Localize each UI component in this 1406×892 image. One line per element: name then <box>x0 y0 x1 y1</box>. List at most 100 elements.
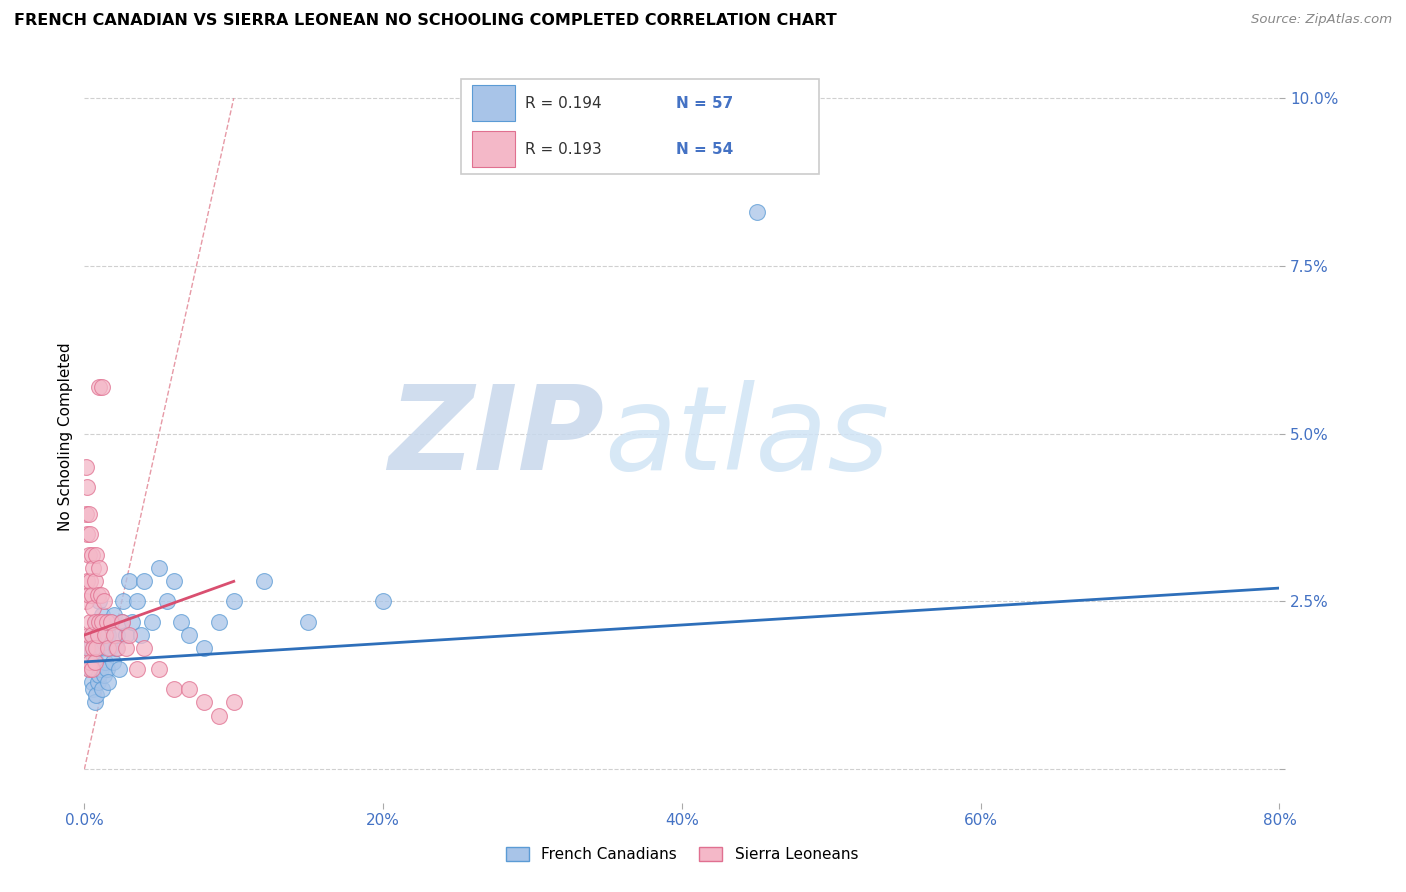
Point <box>97 641 120 656</box>
Point <box>115 641 138 656</box>
Point <box>83 615 105 629</box>
Point <box>75 508 97 522</box>
Point <box>79 574 101 589</box>
Point <box>90 628 112 642</box>
Point <box>90 662 112 676</box>
Point <box>86 655 108 669</box>
Point <box>193 695 215 709</box>
Point <box>222 695 245 709</box>
Point <box>111 615 134 629</box>
Point <box>104 641 127 656</box>
Point <box>89 615 111 629</box>
Point <box>82 681 104 696</box>
Point <box>141 615 163 629</box>
Point <box>94 628 117 642</box>
Point <box>97 628 120 642</box>
Point <box>91 380 114 394</box>
Point <box>89 561 111 575</box>
Legend: French Canadians, Sierra Leoneans: French Canadians, Sierra Leoneans <box>499 841 865 868</box>
Point <box>105 628 128 642</box>
Point <box>86 615 108 629</box>
Point <box>75 594 97 608</box>
Point <box>112 594 135 608</box>
Point <box>125 662 148 676</box>
Point <box>125 594 148 608</box>
Point <box>100 615 122 629</box>
Point <box>93 634 115 648</box>
Point <box>89 634 111 648</box>
Point <box>371 594 394 608</box>
Point <box>148 662 170 676</box>
Point <box>87 628 110 642</box>
Point <box>79 662 101 676</box>
Point <box>91 681 114 696</box>
Point <box>83 634 105 648</box>
Point <box>87 588 110 602</box>
Point <box>91 641 114 656</box>
Point <box>94 655 117 669</box>
Point <box>111 615 134 629</box>
Text: FRENCH CANADIAN VS SIERRA LEONEAN NO SCHOOLING COMPLETED CORRELATION CHART: FRENCH CANADIAN VS SIERRA LEONEAN NO SCH… <box>14 13 837 29</box>
Point <box>86 689 108 703</box>
Point <box>148 561 170 575</box>
Point <box>76 527 98 541</box>
Text: ZIP: ZIP <box>388 380 605 494</box>
Point <box>76 574 98 589</box>
Point <box>208 615 231 629</box>
Point <box>132 574 156 589</box>
Point <box>253 574 276 589</box>
Point <box>98 641 121 656</box>
Point <box>77 548 100 562</box>
Point <box>177 628 200 642</box>
Text: atlas: atlas <box>605 380 889 494</box>
Point <box>129 628 152 642</box>
Point <box>97 675 120 690</box>
Point <box>87 641 110 656</box>
Point <box>80 548 103 562</box>
Point <box>118 628 141 642</box>
Point <box>121 615 143 629</box>
Point <box>163 574 186 589</box>
Point <box>79 655 101 669</box>
Point <box>100 615 122 629</box>
Point <box>83 655 105 669</box>
Point <box>89 380 111 394</box>
Point <box>297 615 319 629</box>
Point <box>82 641 104 656</box>
Point <box>222 594 245 608</box>
Point <box>91 607 114 622</box>
Point <box>91 615 114 629</box>
Point <box>80 662 103 676</box>
Point <box>103 607 125 622</box>
Point <box>87 675 110 690</box>
Point <box>745 205 768 219</box>
Point <box>82 601 104 615</box>
Point <box>83 695 105 709</box>
Point <box>80 588 103 602</box>
Point <box>93 594 115 608</box>
Point <box>79 615 101 629</box>
Point <box>163 681 186 696</box>
Point <box>80 628 103 642</box>
Point <box>94 621 117 635</box>
Point <box>115 628 138 642</box>
Point <box>118 574 141 589</box>
Point <box>208 708 231 723</box>
Point <box>103 628 125 642</box>
Point <box>155 594 177 608</box>
Point <box>86 641 108 656</box>
Point <box>77 641 100 656</box>
Point <box>86 548 108 562</box>
Point <box>96 615 118 629</box>
Point <box>77 628 100 642</box>
Point <box>90 588 112 602</box>
Y-axis label: No Schooling Completed: No Schooling Completed <box>58 343 73 532</box>
Point <box>89 594 111 608</box>
Point <box>76 480 98 494</box>
Point <box>82 648 104 662</box>
Point <box>193 641 215 656</box>
Point <box>177 681 200 696</box>
Point <box>105 641 128 656</box>
Point <box>107 662 129 676</box>
Point <box>77 508 100 522</box>
